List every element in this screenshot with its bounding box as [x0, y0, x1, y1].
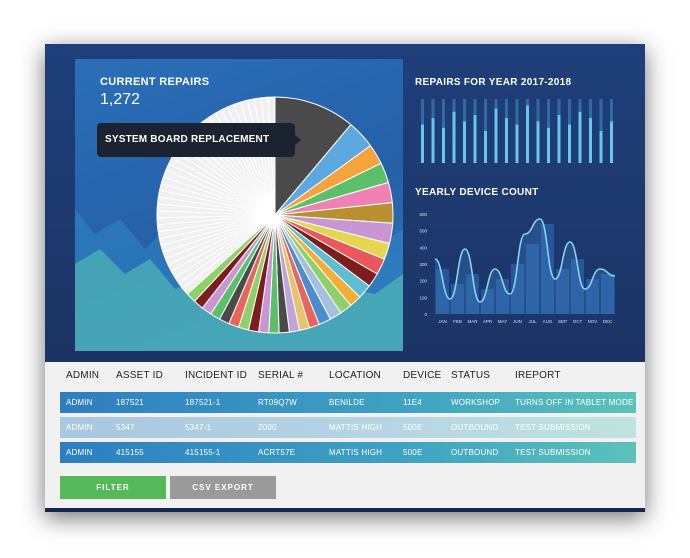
y-tick-label: 600 — [419, 212, 427, 217]
device-line[interactable] — [434, 218, 616, 303]
table-cell: 415155 — [116, 448, 144, 457]
current-repairs-label: CURRENT REPAIRS — [100, 76, 210, 88]
repairs-bar[interactable] — [421, 124, 424, 163]
month-label: OCT — [573, 319, 583, 324]
month-label: AUG — [543, 319, 553, 324]
repairs-bar[interactable] — [557, 115, 561, 163]
repairs-table: ADMIN ASSET ID INCIDENT ID SERIAL # LOCATION… — [45, 362, 645, 512]
device-bar[interactable] — [466, 274, 479, 314]
dashboard-window: CURRENT REPAIRS 1,272 SYSTEM BOARD REPLA… — [45, 44, 645, 512]
table-cell: ADMIN — [66, 448, 93, 457]
column-header[interactable]: ADMIN — [66, 370, 100, 381]
table-cell: TEST SUBMISSION — [515, 423, 591, 432]
table-cell: OUTBOUND — [451, 423, 499, 432]
table-cell: 5347 — [116, 423, 135, 432]
frame-bottom-bar — [45, 508, 645, 512]
month-label: JUL — [528, 319, 536, 324]
table-row[interactable]: ADMIN 415155 415155-1 ACRT57E MATTIS HIGH 500… — [60, 442, 636, 463]
y-tick-label: 0 — [424, 312, 427, 317]
column-header[interactable]: ASSET ID — [116, 370, 163, 381]
column-header[interactable]: LOCATION — [329, 370, 381, 381]
device-bar[interactable] — [541, 224, 554, 314]
table-cell: MATTIS HIGH — [329, 448, 383, 457]
table-cell: 500E — [403, 423, 423, 432]
month-label: JUN — [513, 319, 522, 324]
table-cell: OUTBOUND — [451, 448, 499, 457]
column-header[interactable]: STATUS — [451, 370, 491, 381]
table-cell: 5347-1 — [185, 423, 212, 432]
month-label: MAY — [498, 319, 507, 324]
repairs-bar[interactable] — [589, 118, 592, 163]
device-bar[interactable] — [586, 279, 599, 314]
table-row[interactable]: ADMIN 187521 187521-1 RT09Q7W BENILDE 11E4 WOR… — [60, 392, 636, 413]
table-cell: WORKSHOP — [451, 398, 501, 407]
device-bar[interactable] — [511, 264, 524, 314]
table-cell: TEST SUBMISSION — [515, 448, 591, 457]
repairs-bar[interactable] — [515, 124, 519, 163]
repairs-bar[interactable] — [578, 111, 582, 163]
table-cell: TURNS OFF IN TABLET MODE — [515, 398, 634, 407]
table-cell: BENILDE — [329, 398, 365, 407]
table-row[interactable]: ADMIN 5347 5347-1 2000 MATTIS HIGH 500E OUTBOU… — [60, 417, 636, 438]
month-label: SEP — [558, 319, 567, 324]
repairs-bar[interactable] — [526, 105, 529, 163]
column-header[interactable]: IREPORT — [515, 370, 561, 381]
table-cell: MATTIS HIGH — [329, 423, 383, 432]
yearly-device-title: YEARLY DEVICE COUNT — [415, 187, 539, 198]
device-bar[interactable] — [556, 269, 569, 314]
y-tick-label: 200 — [419, 279, 427, 284]
y-tick-label: 400 — [419, 245, 427, 250]
filter-button[interactable]: FILTER — [60, 476, 166, 499]
table-cell: 2000 — [258, 423, 277, 432]
table-cell: 187521-1 — [185, 398, 221, 407]
device-bar[interactable] — [436, 269, 449, 314]
device-bar[interactable] — [571, 259, 584, 314]
column-header[interactable]: INCIDENT ID — [185, 370, 248, 381]
yearly-device-chart[interactable]: 600 500 400 300 200 100 0 JAN FEB MAR APR MAY JUN JUL… — [413, 208, 618, 330]
repairs-bar[interactable] — [442, 127, 445, 163]
table-cell: 500E — [403, 448, 423, 457]
repairs-bar[interactable] — [547, 127, 550, 163]
repairs-bar[interactable] — [505, 118, 508, 163]
table-cell: ACRT57E — [258, 448, 296, 457]
repairs-bar[interactable] — [494, 108, 498, 163]
device-bar[interactable] — [601, 274, 614, 314]
table-cell: ADMIN — [66, 398, 93, 407]
repairs-bar[interactable] — [452, 111, 456, 163]
month-label: MAR — [468, 319, 479, 324]
y-tick-label: 500 — [419, 229, 427, 234]
repairs-bar[interactable] — [599, 131, 603, 163]
csv-export-button[interactable]: CSV EXPORT — [170, 476, 276, 499]
month-label: APR — [483, 319, 493, 324]
month-label: JAN — [438, 319, 447, 324]
month-label: NOV — [588, 319, 598, 324]
repairs-bar[interactable] — [473, 115, 477, 163]
current-repairs-value: 1,272 — [100, 91, 141, 108]
current-repairs-panel: CURRENT REPAIRS 1,272 SYSTEM BOARD REPLA… — [75, 59, 403, 351]
device-bar[interactable] — [496, 279, 509, 314]
table-cell: 11E4 — [403, 398, 422, 407]
repairs-year-chart[interactable] — [417, 99, 617, 169]
repairs-bar[interactable] — [484, 131, 487, 163]
repairs-bar[interactable] — [610, 121, 613, 163]
pie-tooltip: SYSTEM BOARD REPLACEMENT — [97, 123, 301, 157]
month-label: DEC — [603, 319, 613, 324]
table-cell: ADMIN — [66, 423, 93, 432]
table-cell: RT09Q7W — [258, 398, 298, 407]
repairs-bar[interactable] — [568, 124, 571, 163]
repairs-bar[interactable] — [431, 118, 435, 163]
column-header[interactable]: DEVICE — [403, 370, 442, 381]
repairs-year-title: REPAIRS FOR YEAR 2017-2018 — [415, 77, 572, 88]
month-label: FEB — [453, 319, 462, 324]
y-tick-label: 300 — [419, 262, 427, 267]
repairs-bar[interactable] — [536, 121, 540, 163]
table-cell: 415155-1 — [185, 448, 221, 457]
repairs-bar[interactable] — [463, 121, 466, 163]
charts-area: CURRENT REPAIRS 1,272 SYSTEM BOARD REPLA… — [45, 44, 645, 362]
device-bar[interactable] — [526, 244, 539, 314]
table-cell: 187521 — [116, 398, 144, 407]
column-header[interactable]: SERIAL # — [258, 370, 304, 381]
table-header: ADMIN ASSET ID INCIDENT ID SERIAL # LOCATION… — [60, 370, 636, 386]
y-tick-label: 100 — [419, 295, 427, 300]
